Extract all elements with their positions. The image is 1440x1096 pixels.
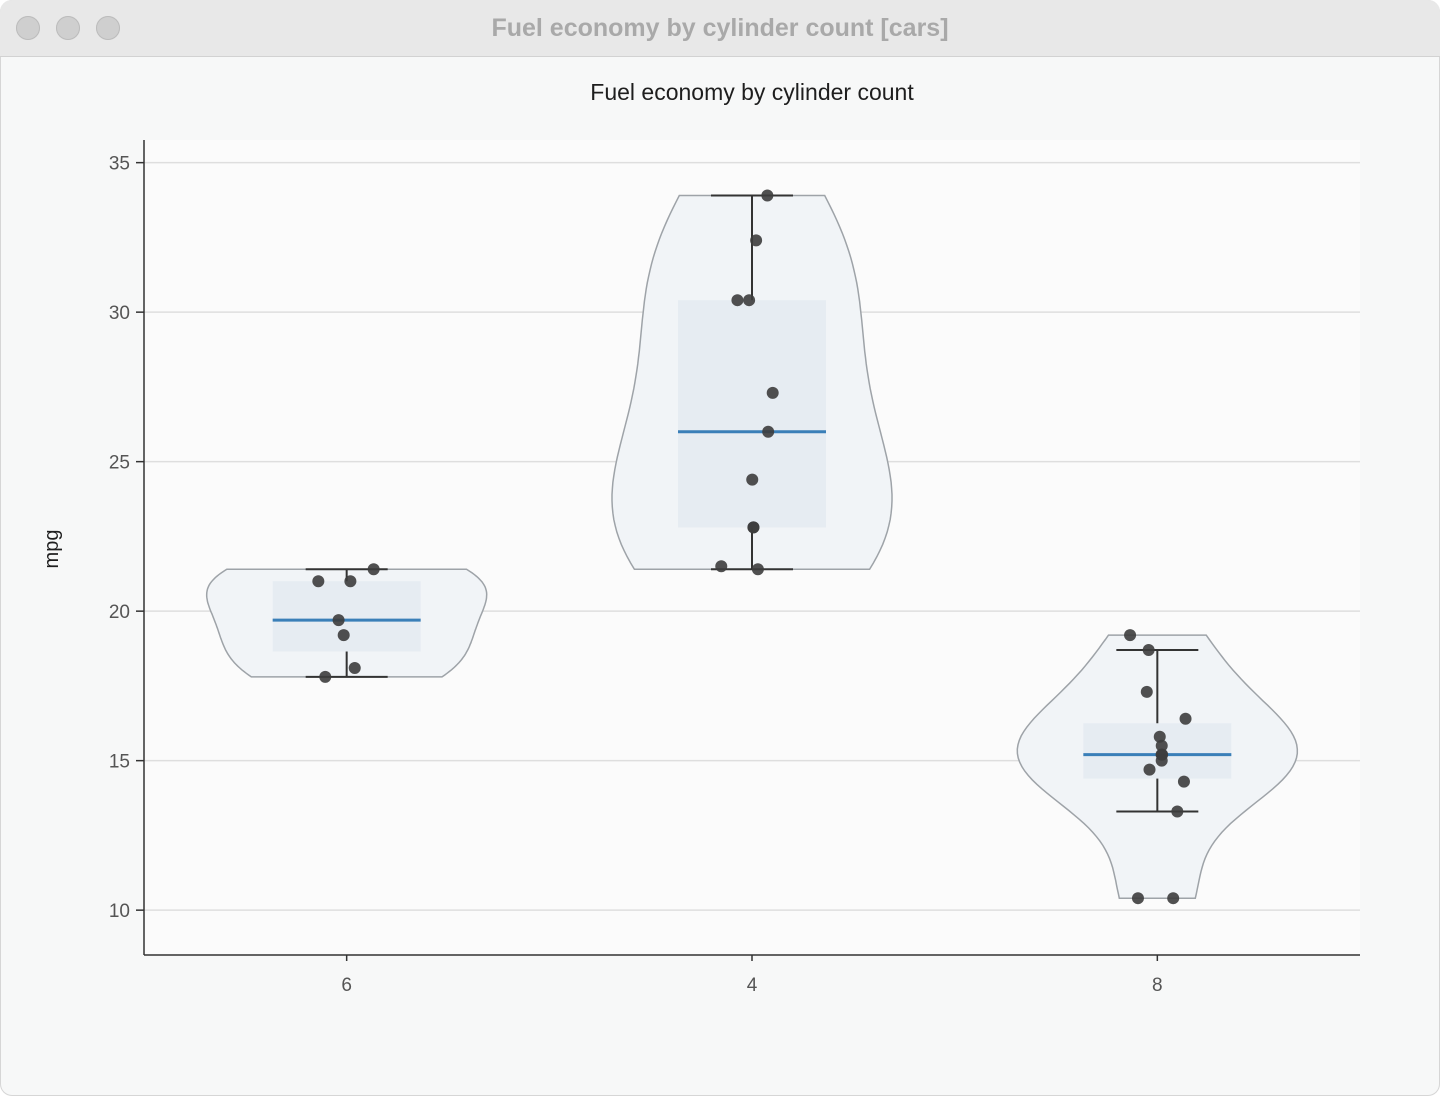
title-bar: Fuel economy by cylinder count [cars] (0, 0, 1440, 57)
data-point (746, 473, 759, 486)
data-point (761, 189, 774, 202)
data-point (319, 670, 332, 683)
data-point (715, 560, 728, 573)
data-point (1143, 763, 1156, 776)
data-point (1131, 892, 1144, 905)
y-axis-label: mpg (41, 530, 63, 569)
data-point (1142, 644, 1155, 657)
y-tick-label: 15 (109, 752, 130, 773)
data-point (731, 294, 744, 307)
data-point (1171, 805, 1184, 818)
box-iqr-4 (678, 300, 826, 528)
y-tick-label: 25 (109, 453, 130, 474)
x-tick-label: 8 (1152, 975, 1163, 996)
y-tick-label: 35 (109, 154, 130, 175)
chart-title: Fuel economy by cylinder count (590, 79, 914, 105)
data-point (1124, 629, 1137, 642)
data-point (312, 575, 325, 588)
data-point (1153, 730, 1166, 743)
x-tick-label: 6 (341, 975, 352, 996)
data-point (1177, 775, 1190, 788)
minimize-window-button[interactable] (56, 16, 80, 40)
data-point (747, 521, 760, 534)
data-point (1155, 754, 1168, 767)
data-point (750, 234, 763, 247)
data-point (762, 425, 775, 438)
data-point (348, 661, 361, 674)
y-tick-label: 20 (109, 602, 130, 623)
data-point (751, 563, 764, 576)
close-window-button[interactable] (16, 16, 40, 40)
y-tick-label: 10 (109, 901, 130, 922)
box-iqr-6 (272, 581, 421, 652)
zoom-window-button[interactable] (96, 16, 120, 40)
violin-chart: Fuel economy by cylinder count mpg 10 15 2… (41, 79, 1360, 996)
plot-area: 10 15 20 25 30 35 6 4 8 (109, 140, 1360, 996)
data-point (337, 629, 350, 642)
chart-area: Fuel economy by cylinder count mpg 10 15 2… (0, 57, 1440, 1096)
y-tick-label: 30 (109, 303, 130, 324)
data-point (1167, 892, 1180, 905)
data-point (332, 614, 345, 627)
data-point (344, 575, 357, 588)
data-point (1179, 712, 1192, 725)
data-point (766, 386, 779, 399)
x-tick-label: 4 (747, 975, 758, 996)
data-point (1140, 685, 1153, 698)
data-point (743, 294, 756, 307)
window-title: Fuel economy by cylinder count [cars] (491, 14, 949, 42)
data-point (1155, 739, 1168, 752)
data-point (367, 563, 380, 576)
